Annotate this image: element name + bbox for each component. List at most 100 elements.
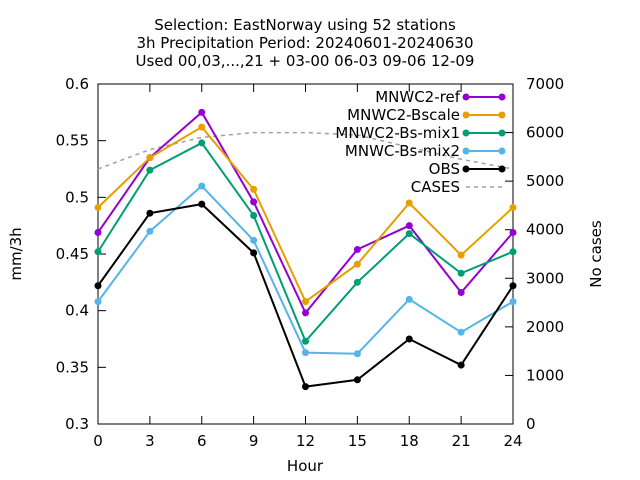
data-point xyxy=(302,309,309,317)
y2-tick-label: 5000 xyxy=(526,172,564,190)
data-point xyxy=(509,228,517,236)
data-point xyxy=(405,335,413,343)
x-tick-label: 0 xyxy=(93,432,103,450)
legend-item-cases: CASES xyxy=(411,178,502,196)
data-point xyxy=(405,222,413,230)
series-mnwc-bs-mix2 xyxy=(94,182,517,358)
y2-tick-label: 0 xyxy=(526,415,536,433)
data-point xyxy=(405,199,413,207)
legend-marker xyxy=(498,129,506,137)
data-point xyxy=(198,123,206,131)
legend-marker xyxy=(498,165,506,173)
y-tick-label: 0.45 xyxy=(56,245,89,263)
legend-item-mnwc2-bscale: MNWC2-Bscale xyxy=(347,106,506,124)
data-point xyxy=(302,298,309,306)
data-point xyxy=(94,204,102,212)
data-point xyxy=(94,298,102,306)
legend-marker xyxy=(498,147,506,155)
x-tick-label: 24 xyxy=(503,432,522,450)
y2-axis-label: No cases xyxy=(587,220,605,288)
legend: MNWC2-refMNWC2-BscaleMNWC2-Bs-mix1MNWC-B… xyxy=(335,88,506,196)
axes: 0 3 6 9 12 15 18 21 24 0.3 0.35 0.4 0.45 0.5 0.55 0.6 0 1… xyxy=(56,75,565,450)
legend-marker xyxy=(462,165,470,173)
legend-label: MNWC-Bs-mix2 xyxy=(345,142,460,160)
series-line-obs xyxy=(97,203,514,388)
y-tick-label: 0.5 xyxy=(65,188,89,206)
data-point xyxy=(302,337,309,345)
x-tick-label: 3 xyxy=(145,432,155,450)
data-point xyxy=(353,245,361,253)
data-point xyxy=(457,361,465,369)
chart-title: Selection: EastNorway using 52 stations … xyxy=(136,16,475,70)
x-axis-label: Hour xyxy=(287,457,324,475)
data-point xyxy=(198,200,206,208)
data-point xyxy=(509,204,517,212)
data-point xyxy=(250,185,258,193)
series-line-cases xyxy=(97,131,514,170)
data-point xyxy=(198,108,206,116)
y2-tick-label: 7000 xyxy=(526,75,564,93)
data-point xyxy=(198,182,206,190)
legend-label: CASES xyxy=(411,178,460,196)
legend-item-obs: OBS xyxy=(429,160,506,178)
legend-item-mnwc2-ref: MNWC2-ref xyxy=(375,88,506,106)
legend-marker xyxy=(462,111,470,119)
data-point xyxy=(250,249,258,257)
data-point xyxy=(302,383,309,391)
title-line-3: Used 00,03,...,21 + 03-00 06-03 09-06 12… xyxy=(136,52,475,70)
x-tick-label: 18 xyxy=(400,432,419,450)
y-tick-label: 0.6 xyxy=(65,75,89,93)
y2-tick-label: 3000 xyxy=(526,269,564,287)
data-point xyxy=(250,211,258,219)
data-point xyxy=(302,349,309,357)
y2-tick-label: 2000 xyxy=(526,318,564,336)
series-mnwc2-bscale xyxy=(94,123,517,306)
y-axis-label: mm/3h xyxy=(7,227,25,280)
data-point xyxy=(250,198,258,206)
data-point xyxy=(457,251,465,259)
data-point xyxy=(353,376,361,384)
data-point xyxy=(146,227,154,235)
y-tick-label: 0.55 xyxy=(56,132,89,150)
x-tick-label: 15 xyxy=(348,432,367,450)
data-point xyxy=(405,230,413,238)
legend-item-mnwc2-bs-mix1: MNWC2-Bs-mix1 xyxy=(335,124,506,142)
legend-label: MNWC2-Bscale xyxy=(347,106,460,124)
data-point xyxy=(509,248,517,256)
y2-tick-label: 6000 xyxy=(526,124,564,142)
data-point xyxy=(146,154,154,162)
series-obs xyxy=(94,200,517,391)
data-point xyxy=(146,209,154,217)
data-point xyxy=(94,228,102,236)
data-point xyxy=(146,166,154,174)
title-line-2: 3h Precipitation Period: 20240601-202406… xyxy=(136,34,473,52)
data-point xyxy=(353,278,361,286)
data-point xyxy=(353,260,361,268)
legend-marker xyxy=(498,93,506,101)
y-tick-label: 0.3 xyxy=(65,415,89,433)
legend-label: MNWC2-Bs-mix1 xyxy=(335,124,460,142)
x-tick-label: 21 xyxy=(452,432,471,450)
legend-marker xyxy=(462,147,470,155)
series-cases xyxy=(97,131,514,170)
legend-item-mnwc-bs-mix2: MNWC-Bs-mix2 xyxy=(345,142,506,160)
legend-marker xyxy=(462,129,470,137)
data-point xyxy=(94,282,102,290)
legend-label: OBS xyxy=(429,160,460,178)
y-tick-label: 0.4 xyxy=(65,302,89,320)
legend-marker xyxy=(498,111,506,119)
legend-label: MNWC2-ref xyxy=(375,88,460,106)
y-tick-label: 0.35 xyxy=(56,358,89,376)
data-point xyxy=(353,350,361,358)
title-line-1: Selection: EastNorway using 52 stations xyxy=(154,16,456,34)
data-point xyxy=(509,282,517,290)
series-mnwc2-bs-mix1 xyxy=(94,139,517,345)
x-tick-label: 12 xyxy=(296,432,315,450)
data-point xyxy=(457,269,465,277)
data-point xyxy=(250,236,258,244)
y2-tick-label: 1000 xyxy=(526,366,564,384)
data-point xyxy=(457,289,465,297)
data-point xyxy=(405,295,413,303)
data-point xyxy=(509,298,517,306)
